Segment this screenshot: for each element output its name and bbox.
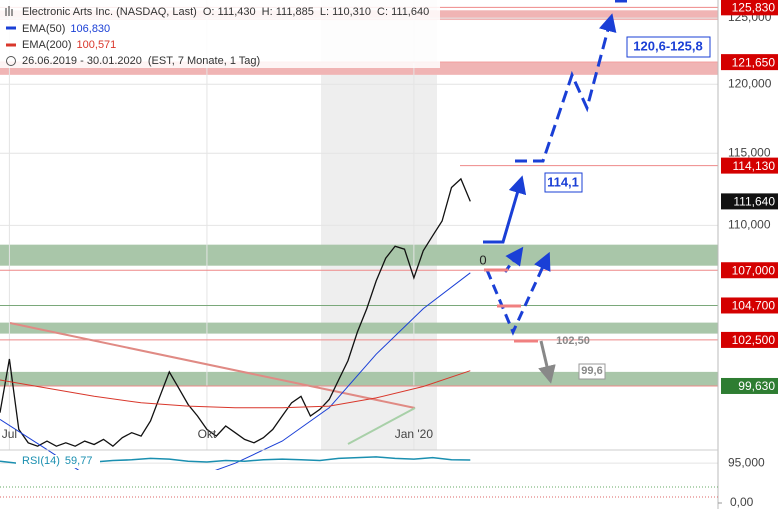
- ohlc: O: 111,430: [203, 6, 256, 18]
- axis-panel: [718, 0, 780, 509]
- level-label-bg: [721, 0, 778, 16]
- rsi-value: 59,77: [65, 455, 93, 467]
- rsi-name: RSI(14): [22, 455, 60, 467]
- level-label: 99,630: [738, 379, 775, 393]
- annotation-box: [578, 363, 606, 380]
- level-label-bg: [721, 157, 778, 174]
- legend-name: EMA(200): [22, 39, 72, 51]
- legend-title: Electronic Arts Inc. (NASDAQ, Last) O: 11…: [22, 6, 429, 18]
- trend-line: [347, 407, 416, 445]
- level-label: 125,830: [732, 1, 776, 15]
- period-note: (EST, 7 Monate, 1 Tag): [148, 55, 260, 67]
- level-label-bg: [721, 193, 778, 210]
- annotation: 102,50: [556, 335, 590, 347]
- level-label-bg: [721, 377, 778, 394]
- trend-line: [9, 322, 416, 409]
- period-range: 26.06.2019 - 30.01.2020: [22, 55, 142, 67]
- annotation: 99,6: [581, 365, 602, 377]
- level-label-bg: [721, 331, 778, 348]
- price-line: [0, 177, 471, 448]
- projection-arrow: [538, 340, 556, 384]
- level-label: 107,000: [732, 263, 776, 277]
- x-tick-label: Okt: [198, 427, 217, 441]
- level-label: 111,640: [733, 195, 775, 209]
- ohlc: C: 111,640: [377, 6, 429, 18]
- legend-entry: EMA(200) 100,571: [22, 39, 116, 51]
- y-tick-label: 110,000: [728, 218, 771, 232]
- legend-icon: [5, 6, 13, 16]
- ohlc: L: 110,310: [320, 6, 371, 18]
- indicator-line: [0, 272, 471, 470]
- legend-entry: EMA(50) 106,830: [22, 23, 110, 35]
- y-tick-label: 0,00: [730, 495, 754, 509]
- rsi-legend-bg: [16, 455, 100, 468]
- zone: [0, 244, 718, 266]
- projection-arrow: [485, 251, 551, 336]
- period: 26.06.2019 - 30.01.2020 (EST, 7 Monate, 1…: [22, 55, 260, 67]
- legend-value: 100,571: [77, 39, 117, 51]
- projection: [483, 0, 628, 336]
- level-label: 104,700: [732, 299, 776, 313]
- x-tick-label: Jan '20: [395, 427, 434, 441]
- indicator-line: [0, 370, 471, 409]
- level-label: 114,130: [733, 159, 776, 173]
- level-label-bg: [721, 262, 778, 279]
- clock-icon: [6, 56, 16, 66]
- x-tick-label: Jul: [2, 427, 17, 441]
- annotation: 114,1: [547, 174, 579, 189]
- ohlc: H: 111,885: [262, 6, 314, 18]
- legend-panel: [0, 0, 440, 68]
- annotation: 0: [479, 252, 486, 267]
- level-label-bg: [721, 54, 778, 71]
- rsi-legend: RSI(14) 59,77: [22, 455, 92, 467]
- title: Electronic Arts Inc. (NASDAQ, Last): [22, 6, 197, 18]
- y-tick-label: 95,000: [728, 455, 765, 469]
- annotation-box: [544, 172, 583, 193]
- level-label: 121,650: [732, 55, 776, 69]
- y-tick-label: 120,000: [728, 76, 772, 90]
- annotation: 120,6-125,8: [633, 38, 702, 53]
- legend-name: EMA(50): [22, 23, 65, 35]
- target-marks: [484, 268, 538, 343]
- legend-value: 106,830: [70, 23, 110, 35]
- level-label-bg: [721, 297, 778, 314]
- projection-arrow: [483, 175, 527, 244]
- projection-arrow: [515, 13, 617, 163]
- level-label: 102,500: [732, 333, 776, 347]
- y-tick-label: 115,000: [728, 145, 771, 159]
- annotation-box: [626, 36, 711, 58]
